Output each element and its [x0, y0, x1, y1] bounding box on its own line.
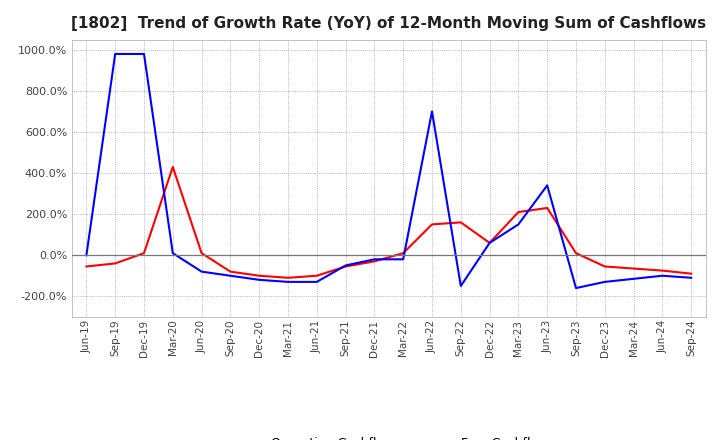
Free Cashflow [140, 51, 148, 57]
Free Cashflow [82, 253, 91, 258]
Operating Cashflow [370, 259, 379, 264]
Operating Cashflow [572, 250, 580, 256]
Operating Cashflow [600, 264, 609, 269]
Free Cashflow [514, 222, 523, 227]
Free Cashflow [341, 263, 350, 268]
Free Cashflow [687, 275, 696, 280]
Free Cashflow [629, 276, 638, 282]
Title: [1802]  Trend of Growth Rate (YoY) of 12-Month Moving Sum of Cashflows: [1802] Trend of Growth Rate (YoY) of 12-… [71, 16, 706, 32]
Operating Cashflow [629, 266, 638, 271]
Operating Cashflow [658, 268, 667, 273]
Operating Cashflow [428, 222, 436, 227]
Operating Cashflow [82, 264, 91, 269]
Operating Cashflow [255, 273, 264, 279]
Operating Cashflow [543, 205, 552, 211]
Free Cashflow [456, 283, 465, 289]
Free Cashflow [197, 269, 206, 274]
Free Cashflow [600, 279, 609, 285]
Free Cashflow [658, 273, 667, 279]
Operating Cashflow [111, 261, 120, 266]
Free Cashflow [312, 279, 321, 285]
Free Cashflow [370, 257, 379, 262]
Operating Cashflow [197, 250, 206, 256]
Free Cashflow [543, 183, 552, 188]
Free Cashflow [284, 279, 292, 285]
Operating Cashflow [687, 271, 696, 276]
Operating Cashflow [399, 250, 408, 256]
Line: Free Cashflow: Free Cashflow [86, 54, 691, 288]
Free Cashflow [226, 273, 235, 279]
Operating Cashflow [485, 240, 494, 246]
Free Cashflow [255, 277, 264, 282]
Free Cashflow [399, 257, 408, 262]
Operating Cashflow [341, 264, 350, 269]
Free Cashflow [168, 250, 177, 256]
Operating Cashflow [226, 269, 235, 274]
Free Cashflow [572, 286, 580, 291]
Operating Cashflow [514, 209, 523, 215]
Operating Cashflow [140, 250, 148, 256]
Line: Operating Cashflow: Operating Cashflow [86, 167, 691, 278]
Operating Cashflow [312, 273, 321, 279]
Operating Cashflow [168, 164, 177, 169]
Operating Cashflow [456, 220, 465, 225]
Free Cashflow [428, 109, 436, 114]
Free Cashflow [485, 240, 494, 246]
Free Cashflow [111, 51, 120, 57]
Legend: Operating Cashflow, Free Cashflow: Operating Cashflow, Free Cashflow [225, 432, 553, 440]
Operating Cashflow [284, 275, 292, 280]
